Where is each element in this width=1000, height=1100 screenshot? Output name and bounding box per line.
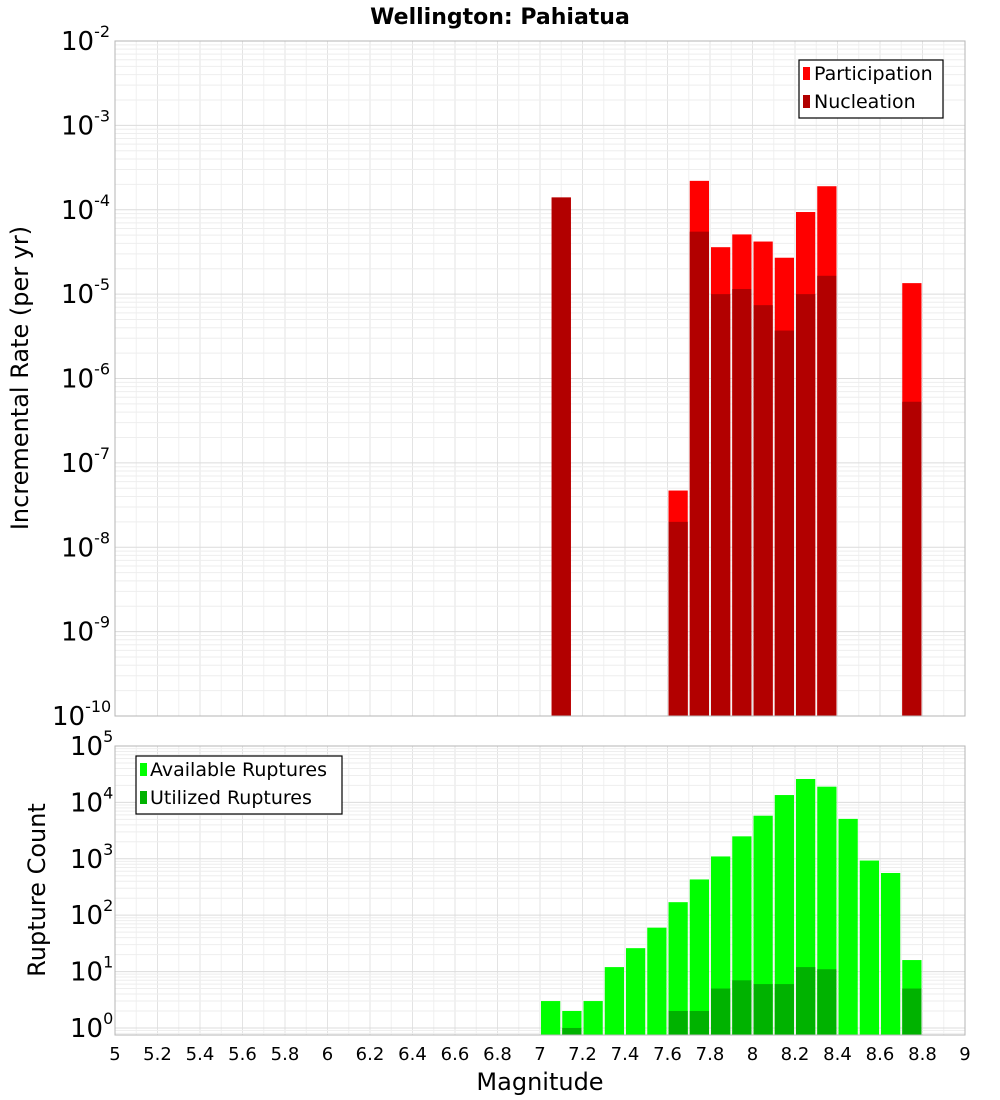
available-ruptures-bar [647,927,667,1035]
top-legend-box [798,59,944,119]
utilized-ruptures-bar [753,984,773,1035]
x-tick-label: 6.8 [483,1044,512,1065]
y-tick-label: 100 [70,1009,113,1044]
utilized-ruptures-bar [774,984,794,1035]
available-ruptures-bar [881,872,901,1035]
x-axis-title: Magnitude [476,1068,603,1096]
utilized-ruptures-bar [817,969,837,1035]
x-ticks: 5 5.2 5.4 5.6 5.8 6 6.2 6.4 6.6 6.8 7 7.2 7.4 7.6 7.8 8… [109,1044,970,1065]
nucleation-bar [711,294,731,716]
nucleation-bar [774,330,794,716]
y-tick-label: 10-3 [61,106,110,141]
available-ruptures-bar [774,795,794,1035]
utilized-ruptures-bar [796,967,816,1035]
utilized-ruptures-bar [902,988,922,1035]
top-y-ticks: 10-10 10-9 10-8 10-7 10-6 10-5 10-4 10-3 10-2 [52,22,111,732]
x-tick-label: 8.8 [908,1044,937,1065]
available-ruptures-bar [604,967,624,1035]
x-tick-label: 6.6 [441,1044,470,1065]
available-ruptures-bar [753,815,773,1035]
top-panel: 10-10 10-9 10-8 10-7 10-6 10-5 10-4 10-3 10-2 In… [6,22,966,732]
utilized-ruptures-bar [711,988,731,1035]
available-ruptures-bar [838,818,858,1035]
y-tick-label: 103 [70,840,113,875]
top-bars [551,180,922,717]
available-ruptures-bar [668,902,688,1035]
nucleation-bar [689,231,709,716]
y-tick-label: 10-8 [61,528,110,563]
bottom-bars [541,778,922,1035]
y-tick-label: 102 [70,896,113,931]
utilized-ruptures-bar [689,1010,709,1035]
y-tick-label: 10-4 [61,191,110,226]
x-tick-label: 7.6 [653,1044,682,1065]
x-tick-label: 5.6 [228,1044,257,1065]
x-tick-label: 7.8 [696,1044,725,1065]
x-tick-label: 8.6 [866,1044,895,1065]
bottom-y-ticks: 100 101 102 103 104 105 [70,727,113,1044]
y-tick-label: 105 [70,727,113,762]
y-tick-label: 10-9 [61,613,110,648]
nucleation-bar [668,521,688,716]
nucleation-bar [753,305,773,716]
y-tick-label: 10-7 [61,444,110,479]
y-tick-label: 10-6 [61,360,110,395]
nucleation-bar [551,197,571,717]
legend-label-participation: Participation [814,63,933,85]
utilized-ruptures-bar [668,1010,688,1035]
nucleation-bar [796,294,816,716]
legend-swatch-utilized [140,791,147,804]
legend-swatch-participation [803,67,810,80]
available-ruptures-bar [541,1001,561,1035]
nucleation-bar [817,275,837,716]
top-legend: Participation Nucleation [798,59,944,119]
x-tick-label: 7.4 [611,1044,640,1065]
available-ruptures-bar [689,879,709,1035]
top-gridlines [114,41,966,717]
x-tick-label: 8.2 [781,1044,810,1065]
utilized-ruptures-bar [732,980,752,1035]
x-tick-label: 5.8 [271,1044,300,1065]
x-tick-label: 6.4 [398,1044,427,1065]
x-tick-label: 8.4 [823,1044,852,1065]
x-tick-label: 5.2 [143,1044,172,1065]
available-ruptures-bar [583,1001,603,1035]
bottom-y-axis-title: Rupture Count [23,803,51,977]
legend-label-available: Available Ruptures [150,759,327,781]
y-tick-label: 10-10 [52,697,111,732]
available-ruptures-bar [626,948,646,1035]
x-tick-label: 6 [322,1044,333,1065]
x-tick-label: 9 [959,1044,970,1065]
x-tick-label: 8 [747,1044,758,1065]
x-tick-label: 7 [534,1044,545,1065]
x-tick-label: 5.4 [186,1044,215,1065]
legend-label-utilized: Utilized Ruptures [150,787,312,809]
nucleation-bar [732,289,752,716]
bottom-panel: 100 101 102 103 104 105 5 5.2 5.4 5.6 5.8 6 6.2 6.4 6… [23,727,971,1096]
x-tick-label: 7.2 [568,1044,597,1065]
nucleation-bar [902,401,922,716]
chart-title: Wellington: Pahiatua [370,5,630,30]
legend-swatch-nucleation [803,95,810,108]
bottom-legend: Available Ruptures Utilized Ruptures [135,755,343,815]
legend-label-nucleation: Nucleation [814,91,916,113]
top-y-axis-title: Incremental Rate (per yr) [6,226,34,530]
legend-swatch-available [140,763,147,776]
available-ruptures-bar [859,860,879,1035]
bottom-legend-box [135,755,343,815]
utilized-ruptures-bar [562,1027,582,1035]
bottom-plot-frame [114,745,966,1036]
x-tick-label: 6.2 [356,1044,385,1065]
top-plot-frame [114,40,966,717]
y-tick-label: 101 [70,953,113,988]
x-tick-label: 5 [109,1044,120,1065]
y-tick-label: 10-2 [61,22,110,57]
y-tick-label: 104 [70,783,113,818]
y-tick-label: 10-5 [61,275,110,310]
